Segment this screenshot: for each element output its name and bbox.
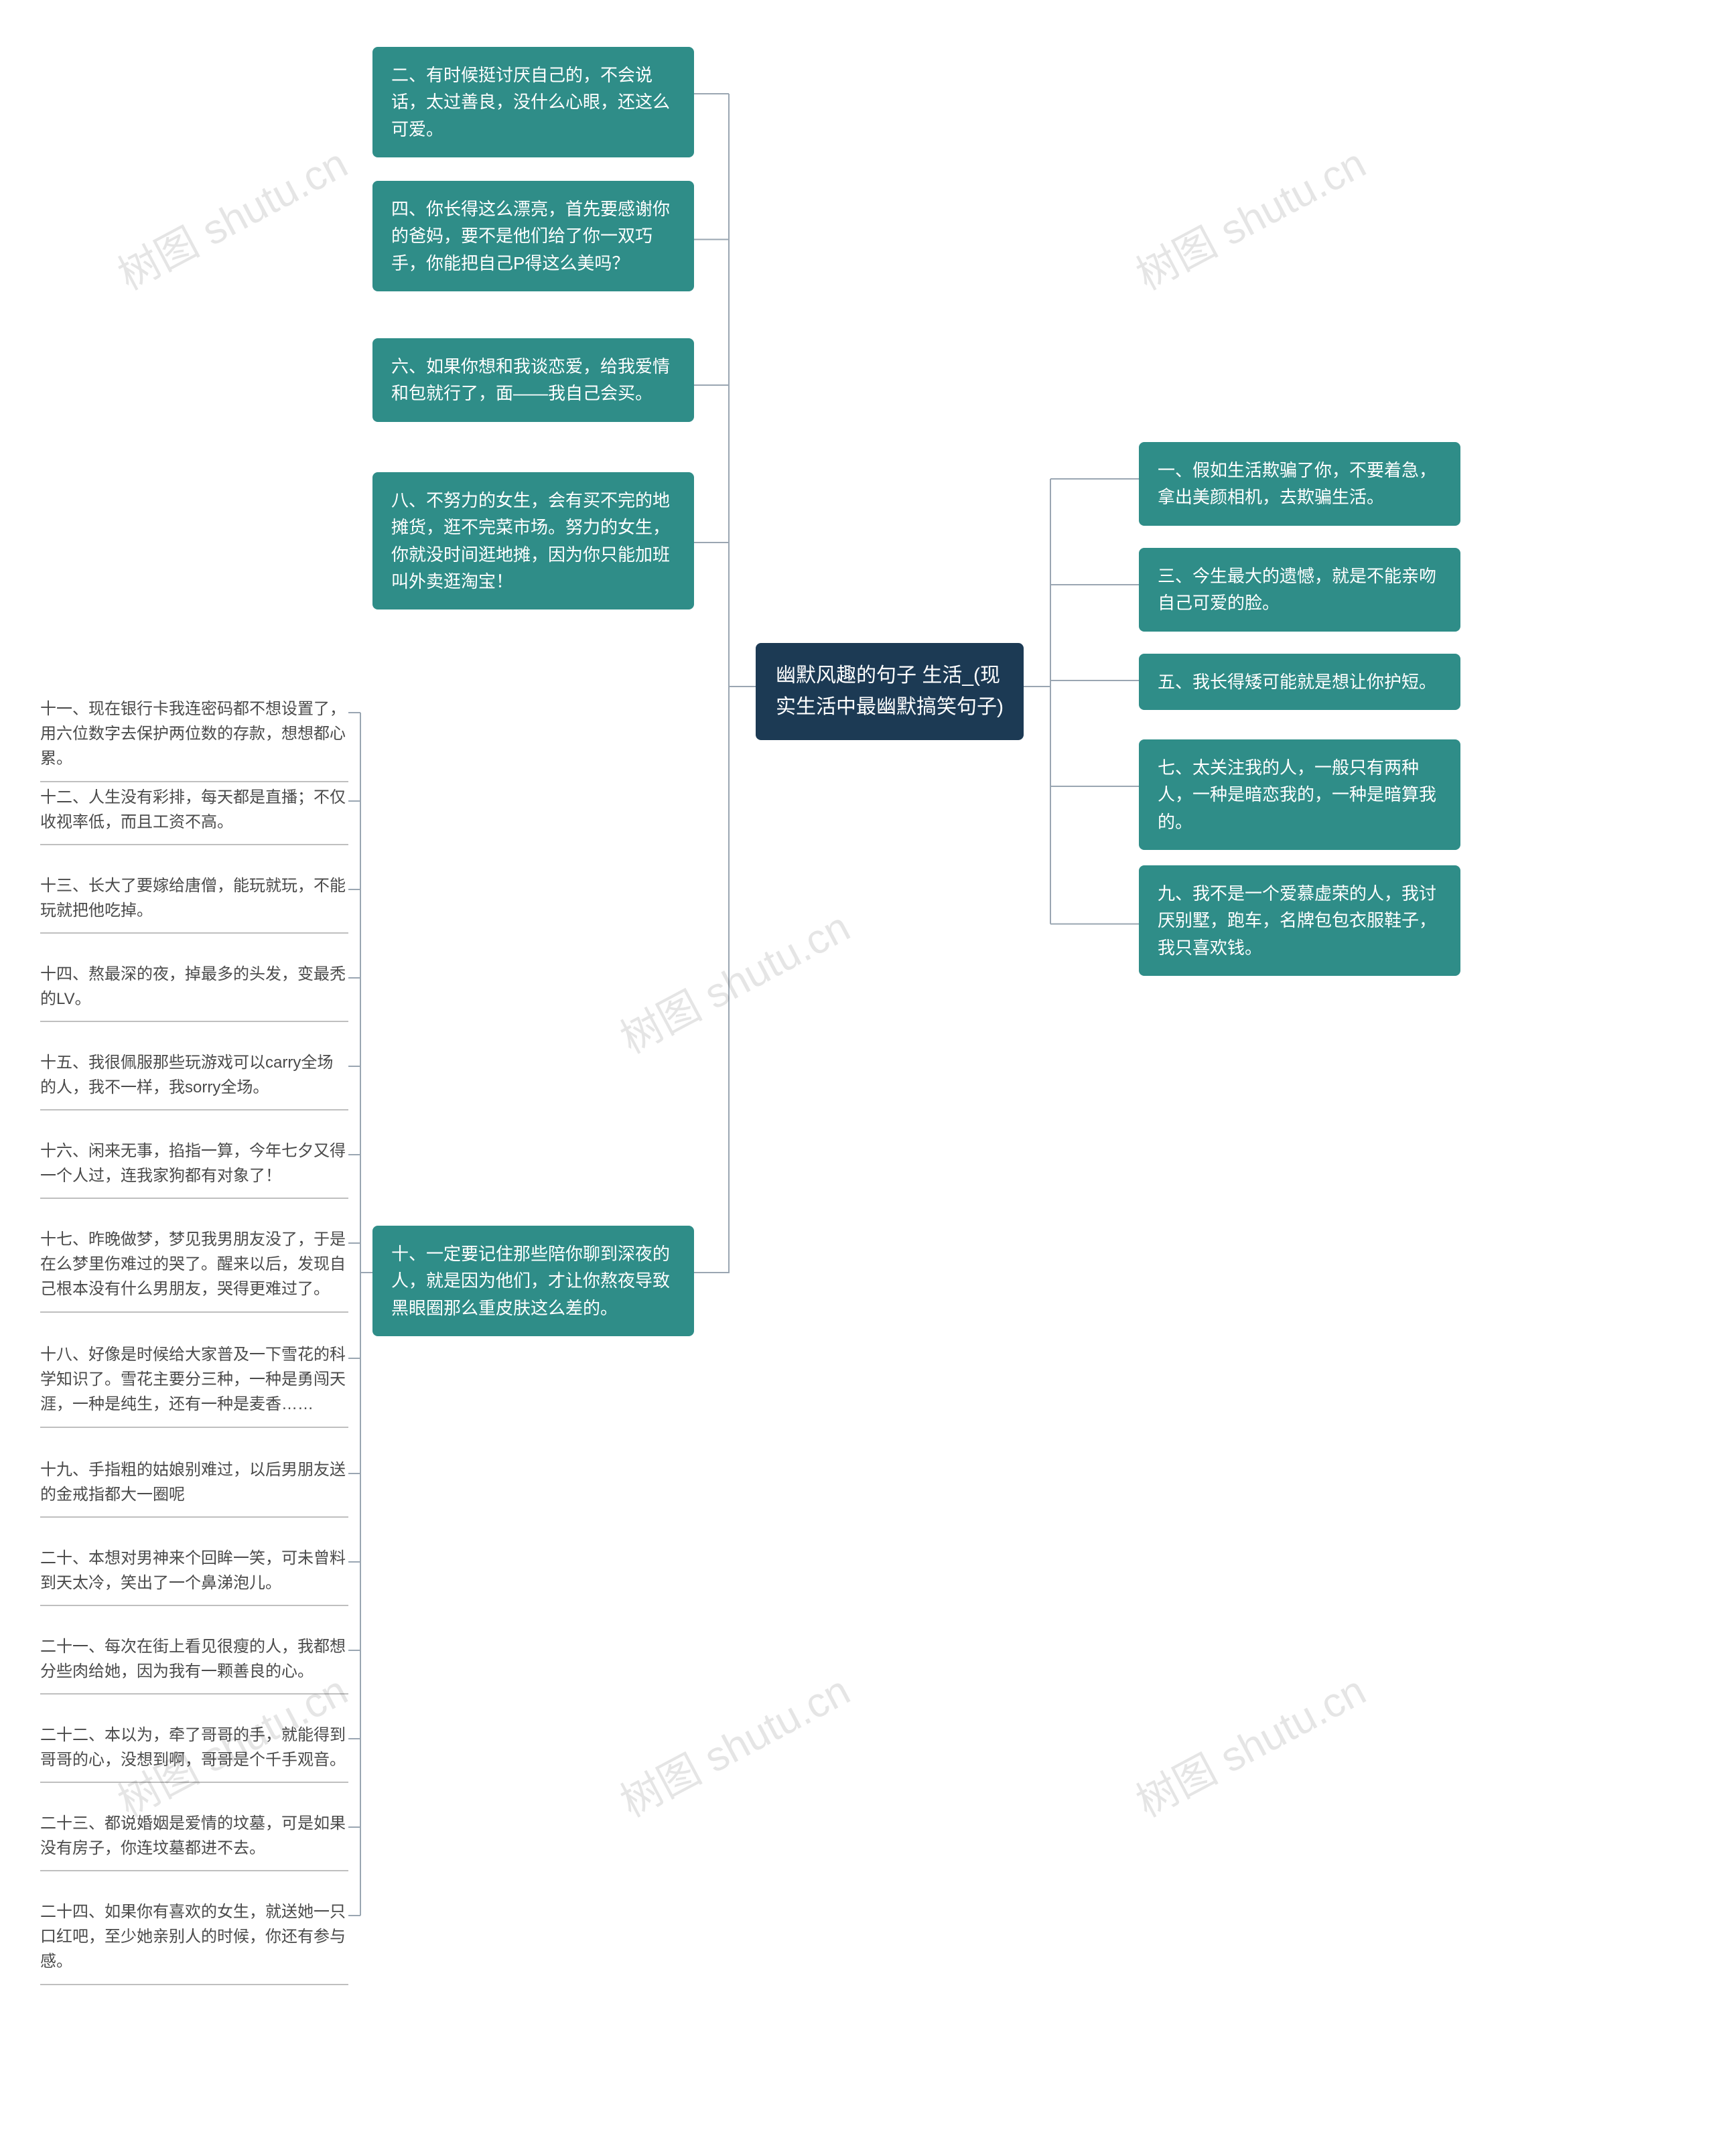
node-17: 十七、昨晚做梦，梦见我男朋友没了，于是在么梦里伤难过的哭了。醒来以后，发现自己根… xyxy=(40,1227,348,1313)
node-12: 十二、人生没有彩排，每天都是直播；不仅收视率低，而且工资不高。 xyxy=(40,785,348,845)
node-8: 八、不努力的女生，会有买不完的地摊货，逛不完菜市场。努力的女生，你就没时间逛地摊… xyxy=(372,472,694,609)
node-7: 七、太关注我的人，一般只有两种人，一种是暗恋我的，一种是暗算我的。 xyxy=(1139,739,1460,850)
node-23: 二十三、都说婚姻是爱情的坟墓，可是如果没有房子，你连坟墓都进不去。 xyxy=(40,1811,348,1871)
root-node: 幽默风趣的句子 生活_(现实生活中最幽默搞笑句子) xyxy=(756,643,1024,740)
node-10: 十、一定要记住那些陪你聊到深夜的人，就是因为他们，才让你熬夜导致黑眼圈那么重皮肤… xyxy=(372,1226,694,1336)
node-1: 一、假如生活欺骗了你，不要着急，拿出美颜相机，去欺骗生活。 xyxy=(1139,442,1460,526)
node-15: 十五、我很佩服那些玩游戏可以carry全场的人，我不一样，我sorry全场。 xyxy=(40,1050,348,1110)
watermark: 树图 shutu.cn xyxy=(608,893,859,1065)
connector xyxy=(694,687,756,1273)
node-6: 六、如果你想和我谈恋爱，给我爱情和包就行了，面——我自己会买。 xyxy=(372,338,694,422)
node-4: 四、你长得这么漂亮，首先要感谢你的爸妈，要不是他们给了你一双巧手，你能把自己P得… xyxy=(372,181,694,291)
node-22: 二十二、本以为，牵了哥哥的手，就能得到哥哥的心，没想到啊，哥哥是个千手观音。 xyxy=(40,1723,348,1783)
node-14: 十四、熬最深的夜，掉最多的头发，变最秃的LV。 xyxy=(40,962,348,1022)
node-19: 十九、手指粗的姑娘别难过，以后男朋友送的金戒指都大一圈呢 xyxy=(40,1457,348,1518)
watermark: 树图 shutu.cn xyxy=(608,1657,859,1828)
node-5: 五、我长得矮可能就是想让你护短。 xyxy=(1139,654,1460,710)
node-9: 九、我不是一个爱慕虚荣的人，我讨厌别墅，跑车，名牌包包衣服鞋子，我只喜欢钱。 xyxy=(1139,865,1460,976)
watermark: 树图 shutu.cn xyxy=(106,130,356,301)
node-18: 十八、好像是时候给大家普及一下雪花的科学知识了。雪花主要分三种，一种是勇闯天涯，… xyxy=(40,1342,348,1428)
node-2: 二、有时候挺讨厌自己的，不会说话，太过善良，没什么心眼，还这么可爱。 xyxy=(372,47,694,157)
watermark: 树图 shutu.cn xyxy=(1124,130,1375,301)
node-20: 二十、本想对男神来个回眸一笑，可未曾料到天太冷，笑出了一个鼻涕泡儿。 xyxy=(40,1546,348,1606)
node-24: 二十四、如果你有喜欢的女生，就送她一只口红吧，至少她亲别人的时候，你还有参与感。 xyxy=(40,1899,348,1985)
watermark: 树图 shutu.cn xyxy=(1124,1657,1375,1828)
node-21: 二十一、每次在街上看见很瘦的人，我都想分些肉给她，因为我有一颗善良的心。 xyxy=(40,1634,348,1695)
node-3: 三、今生最大的遗憾，就是不能亲吻自己可爱的脸。 xyxy=(1139,548,1460,632)
node-13: 十三、长大了要嫁给唐僧，能玩就玩，不能玩就把他吃掉。 xyxy=(40,873,348,934)
node-16: 十六、闲来无事，掐指一算，今年七夕又得一个人过，连我家狗都有对象了！ xyxy=(40,1139,348,1199)
node-11: 十一、现在银行卡我连密码都不想设置了，用六位数字去保护两位数的存款，想想都心累。 xyxy=(40,697,348,782)
connector xyxy=(729,94,756,687)
